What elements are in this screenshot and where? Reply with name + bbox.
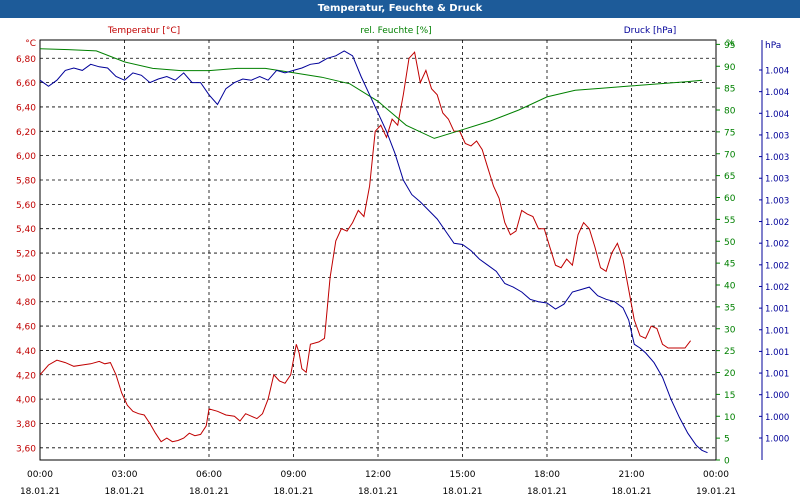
mid-tick-label: 45	[724, 260, 735, 270]
right-tick-label: 1.003	[765, 175, 789, 185]
right-tick-label: 1.002	[765, 283, 789, 293]
right-tick-label: 1.000	[765, 413, 789, 423]
right-tick-label: 1.000	[765, 435, 789, 445]
mid-tick-label: 30	[724, 325, 736, 335]
x-tick-date: 19.01.21	[696, 487, 736, 497]
right-tick-label: 1.003	[765, 131, 789, 141]
legend-entry: Druck [hPa]	[624, 26, 677, 36]
right-tick-label: 1.001	[765, 348, 789, 358]
left-tick-label: 4,00	[16, 396, 36, 406]
right-tick-label: 1.004	[765, 67, 789, 77]
left-tick-label: 4,20	[16, 371, 36, 381]
pressure-line	[39, 50, 708, 454]
left-tick-label: 4,80	[16, 298, 36, 308]
mid-tick-label: 75	[724, 128, 735, 138]
right-tick-label: 1.004	[765, 88, 789, 98]
grid	[39, 39, 717, 461]
right-tick-label: 1.003	[765, 153, 789, 163]
right-tick-label: 1.003	[765, 196, 789, 206]
legend-entry: rel. Feuchte [%]	[360, 26, 431, 36]
left-tick-label: 6,40	[16, 103, 36, 113]
right-tick-label: 1.004	[765, 110, 789, 120]
right-axis-unit: hPa	[765, 41, 781, 51]
title-bar	[0, 0, 800, 18]
x-tick-time: 00:00	[27, 470, 53, 480]
right-tick-label: 1.001	[765, 305, 789, 315]
x-tick-date: 18.01.21	[442, 487, 482, 497]
left-tick-label: 5,60	[16, 201, 36, 211]
left-tick-label: 4,40	[16, 347, 36, 357]
x-tick-date: 18.01.21	[104, 487, 144, 497]
x-tick-date: 18.01.21	[20, 487, 60, 497]
right-tick-label: 1.002	[765, 218, 789, 228]
mid-tick-label: 70	[724, 150, 736, 160]
mid-tick-label: 35	[724, 303, 735, 313]
series-layer	[39, 48, 708, 454]
left-tick-label: 6,20	[16, 128, 36, 138]
right-tick-label: 1.000	[765, 391, 789, 401]
chart-canvas: 3,60 3,80 4,00 4,20 4,40 4,60 4,80 5,00 5,20 5,40…	[16, 26, 789, 497]
left-tick-label: 6,00	[16, 152, 36, 162]
x-tick-time: 18:00	[534, 470, 560, 480]
left-tick-label: 5,20	[16, 250, 36, 260]
left-axis-unit: °C	[25, 39, 36, 49]
mid-tick-label: 80	[724, 107, 736, 117]
mid-tick-label: 5	[724, 435, 730, 445]
mid-tick-label: 40	[724, 282, 736, 292]
x-tick-date: 18.01.21	[273, 487, 313, 497]
mid-tick-label: 0	[724, 457, 730, 467]
left-tick-label: 6,60	[16, 79, 36, 89]
right-tick-label: 1.002	[765, 240, 789, 250]
x-tick-date: 18.01.21	[189, 487, 229, 497]
mid-tick-label: 55	[724, 216, 735, 226]
mid-tick-label: 60	[724, 194, 736, 204]
mid-tick-label: 90	[724, 63, 736, 73]
mid-tick-label: 15	[724, 391, 735, 401]
x-tick-time: 06:00	[196, 470, 222, 480]
right-tick-label: 1.002	[765, 261, 789, 271]
left-tick-label: 4,60	[16, 323, 36, 333]
labels: 3,60 3,80 4,00 4,20 4,40 4,60 4,80 5,00 5,20 5,40…	[16, 26, 789, 497]
mid-tick-label: 50	[724, 238, 736, 248]
left-tick-label: 6,80	[16, 55, 36, 65]
left-tick-label: 5,80	[16, 177, 36, 187]
mid-tick-label: 85	[724, 85, 735, 95]
chart-title: Temperatur, Feuchte & Druck	[317, 3, 483, 14]
mid-axis-unit: %	[726, 39, 735, 49]
temperature-line	[39, 51, 691, 443]
left-tick-label: 3,60	[16, 444, 36, 454]
left-tick-label: 5,00	[16, 274, 36, 284]
mid-tick-label: 95	[724, 41, 735, 51]
x-tick-date: 18.01.21	[527, 487, 567, 497]
x-tick-time: 03:00	[112, 470, 138, 480]
x-tick-time: 00:00	[703, 470, 729, 480]
mid-tick-label: 10	[724, 413, 736, 423]
right-tick-label: 1.001	[765, 326, 789, 336]
x-tick-time: 15:00	[450, 470, 476, 480]
right-tick-label: 1.001	[765, 370, 789, 380]
left-tick-label: 3,80	[16, 420, 36, 430]
x-tick-time: 12:00	[365, 470, 391, 480]
x-tick-date: 18.01.21	[611, 487, 651, 497]
legend-entry: Temperatur [°C]	[107, 26, 180, 36]
x-tick-time: 21:00	[619, 470, 645, 480]
mid-tick-label: 25	[724, 347, 735, 357]
humidity-line	[39, 48, 702, 139]
mid-tick-label: 20	[724, 369, 736, 379]
x-tick-date: 18.01.21	[358, 487, 398, 497]
axes	[716, 40, 763, 461]
x-tick-time: 09:00	[281, 470, 307, 480]
left-tick-label: 5,40	[16, 225, 36, 235]
mid-tick-label: 65	[724, 172, 735, 182]
